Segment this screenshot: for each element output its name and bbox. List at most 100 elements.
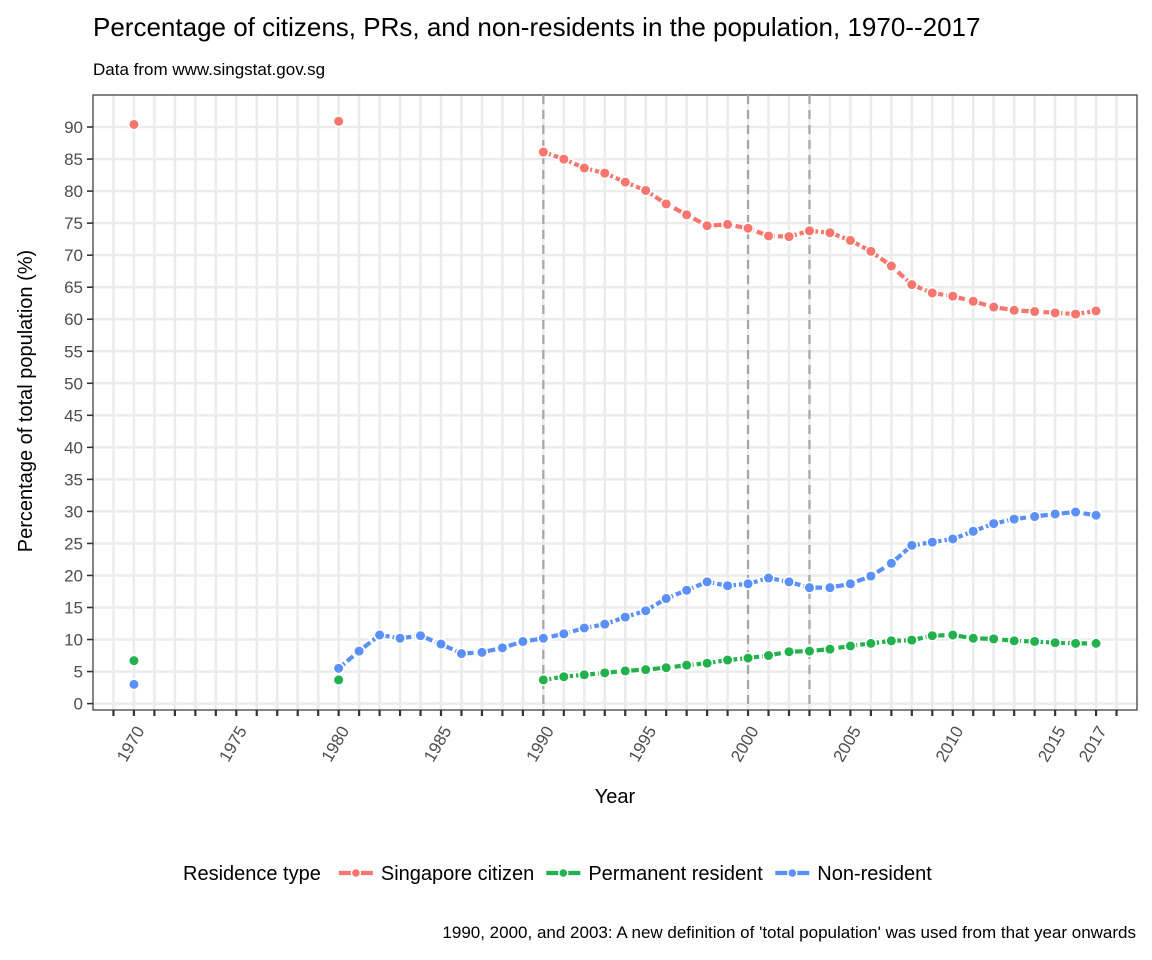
data-point xyxy=(926,536,939,549)
y-tick-label: 25 xyxy=(64,534,83,553)
data-point xyxy=(619,664,632,678)
legend-key-point xyxy=(558,867,569,879)
data-point xyxy=(803,644,816,658)
y-tick-label: 10 xyxy=(64,631,83,650)
x-tick-label: 2015 xyxy=(1034,723,1069,765)
data-point xyxy=(946,532,959,546)
data-point xyxy=(885,259,898,273)
data-point xyxy=(1028,510,1041,523)
y-tick-label: 0 xyxy=(74,695,83,714)
y-axis-title: Percentage of total population (%) xyxy=(15,250,37,552)
data-point xyxy=(373,628,386,642)
data-point xyxy=(475,646,489,659)
data-point xyxy=(1089,509,1103,522)
x-tick-label: 2005 xyxy=(830,723,865,765)
data-point xyxy=(598,618,611,631)
y-tick-label: 90 xyxy=(64,118,83,137)
data-point xyxy=(332,115,345,128)
data-point xyxy=(1089,637,1103,650)
data-point xyxy=(537,145,550,159)
data-point xyxy=(1089,304,1103,317)
data-point xyxy=(557,152,570,166)
data-point xyxy=(680,208,693,221)
y-tick-label: 5 xyxy=(74,663,83,682)
data-point xyxy=(905,539,918,552)
data-point xyxy=(741,652,755,665)
data-point xyxy=(762,571,775,585)
x-axis-title: Year xyxy=(595,786,636,808)
data-point xyxy=(926,286,939,300)
series-line xyxy=(543,632,1097,682)
series-line xyxy=(542,150,1097,317)
data-point xyxy=(434,637,448,651)
data-point xyxy=(496,641,509,654)
legend: Residence type Singapore citizen Permanen… xyxy=(183,863,932,885)
legend-label: Permanent resident xyxy=(588,863,763,885)
data-point xyxy=(721,579,734,592)
y-tick-label: 80 xyxy=(64,182,83,201)
data-point xyxy=(1049,636,1062,649)
data-point xyxy=(1069,505,1082,519)
data-point xyxy=(680,584,693,597)
data-point xyxy=(598,666,611,679)
legend-label: Singapore citizen xyxy=(381,863,534,885)
data-point xyxy=(127,654,141,667)
data-point xyxy=(967,525,980,538)
x-tick-label: 2000 xyxy=(727,723,762,765)
y-tick-label: 85 xyxy=(64,150,83,169)
y-tick-label: 50 xyxy=(64,374,83,393)
data-point xyxy=(639,604,652,617)
data-point xyxy=(926,629,939,642)
data-point xyxy=(721,653,734,667)
plot-area: 0 5 10 15 20 25 30 35 40 45 50 55 60 65 70 75 80 85 90 1970… xyxy=(64,94,1138,765)
data-point xyxy=(701,575,714,588)
y-tick-label: 40 xyxy=(64,438,83,457)
data-point xyxy=(537,673,550,686)
series-line-halo xyxy=(336,508,1097,672)
data-point xyxy=(1049,507,1062,521)
data-point xyxy=(803,581,816,594)
grid-lines xyxy=(93,95,1137,710)
x-tick-label: 2017 xyxy=(1075,723,1110,765)
x-tick-label: 1980 xyxy=(318,723,353,765)
plot-panel-border xyxy=(92,94,1138,711)
data-point xyxy=(127,678,141,691)
data-point xyxy=(885,557,898,570)
data-point xyxy=(1028,305,1041,318)
data-point xyxy=(987,517,1000,530)
data-point xyxy=(946,290,959,303)
chart-subtitle: Data from www.singstat.gov.sg xyxy=(93,60,325,79)
data-point xyxy=(1049,306,1062,319)
data-point xyxy=(823,581,837,594)
data-point xyxy=(332,673,345,686)
data-point xyxy=(660,661,673,674)
y-tick-label: 70 xyxy=(64,246,83,265)
data-point xyxy=(803,224,816,237)
data-point xyxy=(782,575,796,588)
data-point xyxy=(393,632,407,645)
data-point xyxy=(598,167,611,180)
y-tick-label: 45 xyxy=(64,406,83,425)
legend-items: Singapore citizen Permanent resident Non-r… xyxy=(338,863,932,885)
y-tick-label: 20 xyxy=(64,566,83,585)
legend-label: Non-resident xyxy=(817,863,932,885)
data-point xyxy=(353,644,366,658)
data-point xyxy=(782,230,796,243)
data-point xyxy=(680,659,693,672)
y-tick-label: 55 xyxy=(64,342,83,361)
data-point xyxy=(782,645,796,658)
y-tick-label: 15 xyxy=(64,599,83,618)
x-tick-label: 2010 xyxy=(932,723,967,765)
data-point xyxy=(639,184,652,197)
chart-title: Percentage of citizens, PRs, and non-res… xyxy=(93,12,980,42)
data-point xyxy=(741,577,755,590)
x-tick-label: 1985 xyxy=(420,723,455,765)
data-point xyxy=(946,628,959,642)
data-point xyxy=(823,226,837,239)
data-point xyxy=(578,668,591,681)
y-tick-label: 75 xyxy=(64,214,83,233)
data-point xyxy=(844,639,857,653)
legend-key-point xyxy=(350,867,362,879)
data-point xyxy=(414,629,427,642)
data-point xyxy=(619,176,632,189)
